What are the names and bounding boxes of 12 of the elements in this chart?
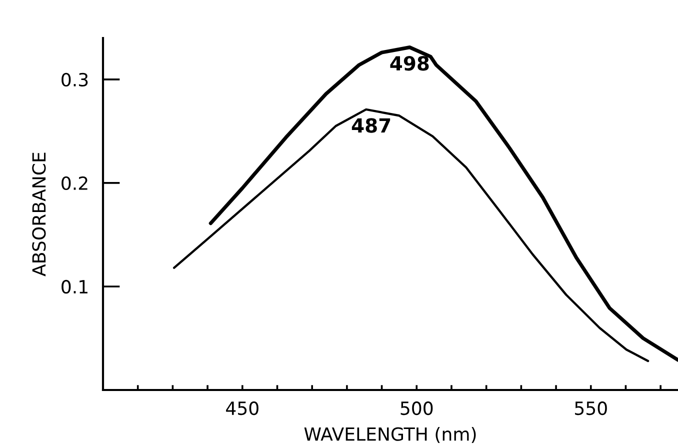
y-axis-title: ABSORBANCE	[32, 152, 46, 276]
y-tick-label: 0.1	[62, 280, 88, 294]
line-series	[172, 108, 650, 362]
x-tick-label: 450	[226, 401, 258, 416]
line-series	[208, 46, 678, 362]
annotation: 498	[390, 56, 429, 71]
x-tick-label: 550	[575, 401, 607, 416]
y-tick-label: 0.2	[62, 176, 88, 190]
annotation: 487	[352, 118, 390, 133]
y-tick-label: 0.3	[62, 72, 88, 87]
x-tick-label: 500	[400, 401, 433, 416]
x-axis-title: WAVELENGTH (nm)	[304, 426, 476, 444]
